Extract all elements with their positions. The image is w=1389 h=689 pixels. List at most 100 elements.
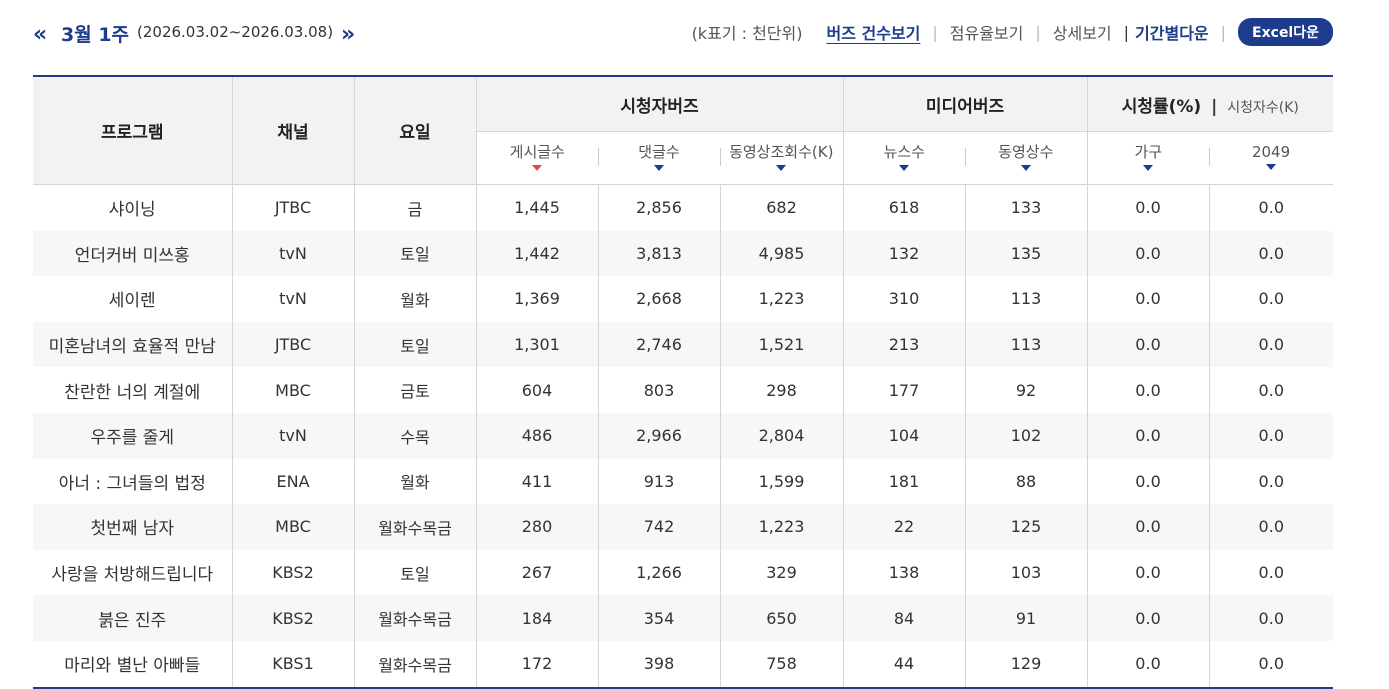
cell-program[interactable]: 붉은 진주 [33, 595, 233, 641]
cell-program[interactable]: 찬란한 너의 계절에 [33, 367, 233, 413]
prev-week-button[interactable]: « [33, 22, 47, 47]
subheader-posts: 게시글수 [509, 143, 565, 161]
cell-video-views: 1,223 [719, 504, 844, 550]
table-body: 샤이닝 JTBC 금 1,445 2,856 682 618 133 0.0 0.0 언더커버 미쓰… [33, 184, 1334, 688]
week-title: 3월 1주 [61, 24, 130, 46]
table-row: 세이렌 tvN 월화 1,369 2,668 1,223 310 113 0.0 0.0 [33, 276, 1334, 322]
cell-household: 0.0 [1086, 276, 1210, 322]
cell-program[interactable]: 우주를 줄게 [33, 412, 233, 459]
cell-day: 금토 [353, 367, 477, 413]
cell-program[interactable]: 세이렌 [33, 276, 233, 322]
table-row: 우주를 줄게 tvN 수목 486 2,966 2,804 104 102 0.0 0.0 [33, 412, 1334, 459]
cell-video-views: 298 [719, 367, 844, 413]
sort-desc-icon [1266, 163, 1277, 170]
cell-video-views: 329 [719, 549, 844, 596]
cell-video-views: 650 [719, 595, 844, 641]
cell-2049: 0.0 [1208, 504, 1334, 550]
cell-comments: 1,266 [597, 549, 721, 596]
cell-videos: 125 [964, 504, 1088, 550]
cell-day: 토일 [353, 321, 477, 368]
cell-comments: 354 [597, 595, 721, 641]
cell-program[interactable]: 미혼남녀의 효율적 만남 [33, 321, 233, 368]
table-row: 찬란한 너의 계절에 MBC 금토 604 803 298 177 92 0.0 0.0 [33, 367, 1334, 413]
cell-program[interactable]: 아너 : 그녀들의 법정 [33, 458, 233, 505]
sort-desc-active-icon [532, 165, 543, 171]
cell-posts: 1,442 [475, 230, 599, 277]
table-row: 언더커버 미쓰홍 tvN 토일 1,442 3,813 4,985 132 135 0.0 0.0 [33, 230, 1334, 277]
cell-channel: MBC [231, 367, 355, 413]
header-rating-group: 시청률(%) | 시청자수(K) [1086, 76, 1334, 132]
cell-day: 월화 [353, 458, 477, 505]
share-view-link[interactable]: 점유율보기 [949, 24, 1024, 43]
cell-2049: 0.0 [1208, 367, 1334, 413]
cell-2049: 0.0 [1208, 184, 1334, 231]
menu-separator: | [932, 22, 938, 42]
period-download-link[interactable]: 기간별다운 [1135, 24, 1209, 43]
cell-day: 월화수목금 [353, 595, 477, 641]
cell-videos: 102 [964, 412, 1088, 459]
sort-news-header[interactable]: 뉴스수 [842, 131, 966, 185]
subheader-news: 뉴스수 [883, 143, 925, 161]
cell-day: 금 [353, 184, 477, 231]
table-row: 붉은 진주 KBS2 월화수목금 184 354 650 84 91 0.0 0.0 [33, 595, 1334, 641]
cell-2049: 0.0 [1208, 458, 1334, 505]
cell-program[interactable]: 첫번째 남자 [33, 504, 233, 550]
sort-posts-header[interactable]: 게시글수 [475, 131, 598, 185]
detail-view-link[interactable]: 상세보기 [1052, 24, 1112, 43]
cell-2049: 0.0 [1208, 276, 1334, 322]
cell-2049: 0.0 [1208, 595, 1334, 641]
sort-2049-header[interactable]: 2049 [1209, 131, 1334, 185]
cell-videos: 88 [964, 458, 1088, 505]
cell-news: 310 [842, 276, 966, 322]
cell-2049: 0.0 [1208, 412, 1334, 459]
cell-household: 0.0 [1086, 321, 1210, 368]
cell-program[interactable]: 샤이닝 [33, 184, 233, 231]
cell-comments: 3,813 [597, 230, 721, 277]
cell-household: 0.0 [1086, 412, 1210, 459]
next-week-button[interactable]: » [341, 22, 355, 47]
sort-videos-header[interactable]: 동영상수 [965, 131, 1088, 185]
cell-program[interactable]: 마리와 별난 아빠들 [33, 640, 233, 688]
cell-posts: 280 [475, 504, 599, 550]
cell-program[interactable]: 언더커버 미쓰홍 [33, 230, 233, 277]
header-media-buzz: 미디어버즈 [842, 76, 1088, 132]
cell-comments: 2,966 [597, 412, 721, 459]
cell-comments: 2,746 [597, 321, 721, 368]
cell-news: 138 [842, 549, 966, 596]
cell-news: 177 [842, 367, 966, 413]
header-viewers: 시청자수(K) [1227, 99, 1299, 116]
cell-household: 0.0 [1086, 367, 1210, 413]
cell-news: 104 [842, 412, 966, 459]
cell-news: 22 [842, 504, 966, 550]
sort-household-header[interactable]: 가구 [1086, 131, 1210, 185]
cell-household: 0.0 [1086, 549, 1210, 596]
cell-program[interactable]: 사랑을 처방해드립니다 [33, 549, 233, 596]
cell-day: 월화 [353, 276, 477, 322]
buzz-ranking-table: 프로그램 채널 요일 시청자버즈 미디어버즈 시청률(%) | 시청자수(K) … [33, 75, 1334, 689]
table-row: 미혼남녀의 효율적 만남 JTBC 토일 1,301 2,746 1,521 213 113 0… [33, 321, 1334, 368]
menu-separator: | [1220, 22, 1227, 42]
cell-channel: KBS2 [231, 549, 355, 596]
buzz-count-view-link[interactable]: 버즈 건수보기 [826, 24, 921, 43]
table-row: 아너 : 그녀들의 법정 ENA 월화 411 913 1,599 181 88 0.0 0.0 [33, 458, 1334, 505]
cell-channel: KBS1 [231, 640, 355, 688]
cell-comments: 742 [597, 504, 721, 550]
sort-video-views-header[interactable]: 동영상조회수(K) [720, 131, 844, 185]
subheader-videos: 동영상수 [998, 143, 1054, 161]
cell-household: 0.0 [1086, 504, 1210, 550]
cell-posts: 486 [475, 412, 599, 459]
cell-video-views: 2,804 [719, 412, 844, 459]
cell-channel: tvN [231, 230, 355, 277]
menu-separator: | [1123, 22, 1130, 42]
sort-comments-header[interactable]: 댓글수 [598, 131, 720, 185]
subheader-comments: 댓글수 [638, 143, 680, 161]
cell-household: 0.0 [1086, 595, 1210, 641]
cell-video-views: 758 [719, 640, 844, 688]
excel-download-button[interactable]: Excel다운 [1238, 18, 1333, 46]
cell-channel: JTBC [231, 321, 355, 368]
cell-video-views: 1,521 [719, 321, 844, 368]
cell-channel: KBS2 [231, 595, 355, 641]
cell-video-views: 682 [719, 184, 844, 231]
subheader-household: 가구 [1134, 143, 1163, 161]
cell-2049: 0.0 [1208, 230, 1334, 277]
